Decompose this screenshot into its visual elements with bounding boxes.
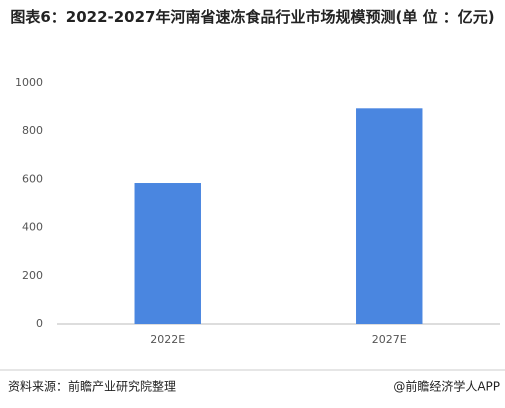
y-tick-label: 1000 — [15, 76, 43, 89]
credit: @前瞻经济学人APP — [393, 379, 500, 394]
bar — [356, 108, 423, 325]
source: 资料来源：前瞻产业研究院整理 — [8, 379, 176, 394]
y-tick-label: 800 — [22, 124, 43, 137]
y-tick-label: 0 — [36, 317, 43, 330]
x-tick-label: 2022E — [150, 333, 185, 346]
chart-title: 图表6：2022-2027年河南省速冻食品行业市场规模预测(单 位 ：亿元) — [10, 8, 495, 26]
x-tick-label: 2027E — [372, 333, 407, 346]
y-tick-label: 400 — [22, 221, 43, 234]
bar — [134, 183, 201, 324]
y-tick-label: 200 — [22, 269, 43, 282]
y-tick-label: 600 — [22, 172, 43, 185]
